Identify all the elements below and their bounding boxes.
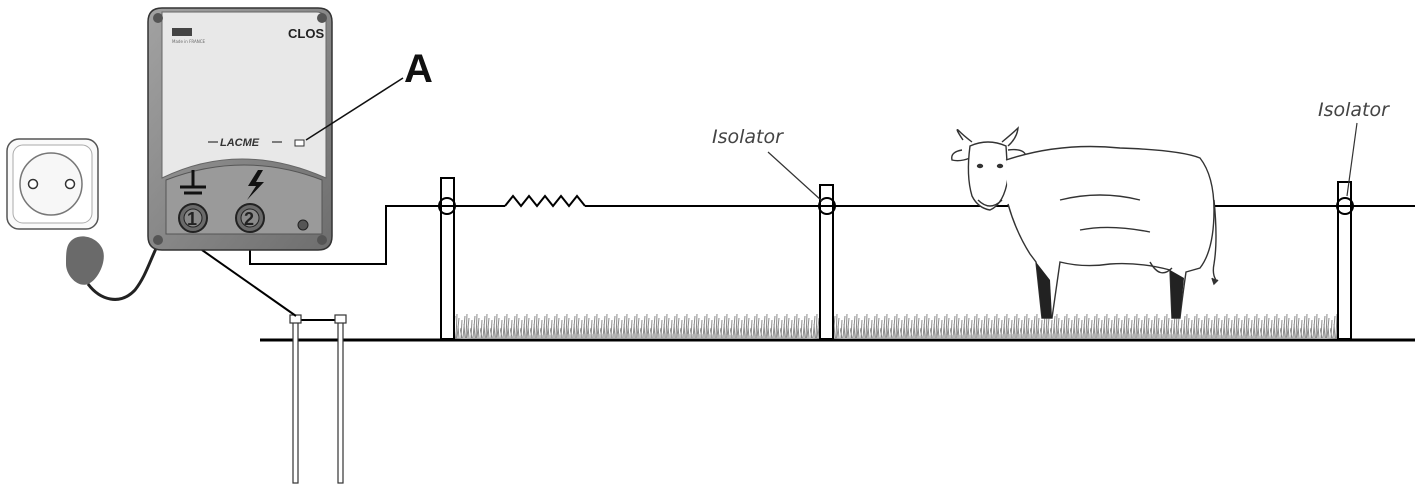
isolator-right — [1336, 197, 1354, 215]
grass — [455, 312, 1338, 339]
indicator-label: A — [404, 47, 433, 91]
fence-posts — [440, 177, 1352, 340]
terminal-2: 2 — [235, 203, 265, 233]
manufacturer-logo: LACME — [220, 137, 260, 149]
isolator-middle — [818, 197, 836, 215]
isolator-middle-label: Isolator — [712, 126, 784, 148]
cow-illustration — [951, 126, 1219, 319]
svg-text:1: 1 — [187, 209, 197, 229]
isolator-left — [438, 197, 456, 215]
terminal-1: 1 — [178, 203, 208, 233]
indicator-pointer — [305, 77, 404, 141]
svg-text:2: 2 — [244, 209, 254, 229]
lightning-icon — [247, 170, 264, 200]
earth-symbol-icon — [180, 170, 206, 195]
earth-rods — [201, 249, 347, 484]
post-left — [440, 177, 455, 340]
isolator-right-label: Isolator — [1318, 99, 1390, 121]
isolator-middle-pointer — [767, 151, 823, 202]
plug-icon — [66, 236, 162, 301]
made-in-text: Made in FRANCE — [172, 39, 206, 44]
fence-wire — [249, 194, 1415, 265]
model-name: CLOS — [288, 26, 324, 41]
power-socket-icon — [6, 138, 99, 230]
indicator-light — [294, 139, 305, 147]
isolator-right-pointer — [1346, 122, 1358, 197]
post-right — [1337, 181, 1352, 340]
energizer-unit: Made in FRANCE CLOS LACME 1 2 — [147, 7, 333, 251]
post-middle — [819, 184, 834, 340]
resistor-icon — [504, 194, 586, 208]
